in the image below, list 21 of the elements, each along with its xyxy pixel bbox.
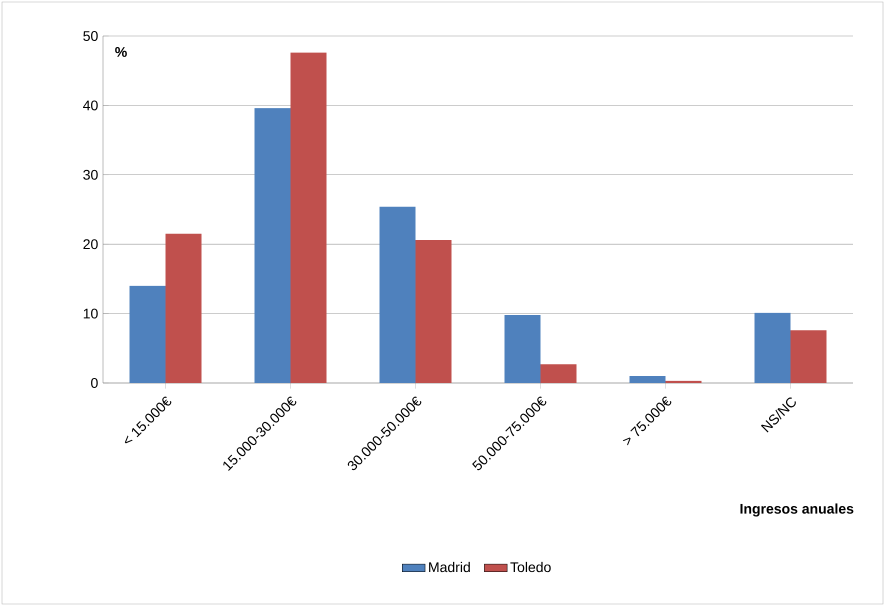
bar [254, 108, 291, 383]
legend-label: Toledo [510, 562, 551, 572]
x-axis-title: Ingresos anuales [740, 503, 854, 517]
y-tick-label: 30 [83, 170, 98, 180]
y-tick-label: 0 [91, 378, 98, 388]
y-tick-label: 20 [83, 239, 98, 250]
y-tick-label: 50 [83, 31, 98, 41]
bar [790, 330, 826, 383]
bar [290, 52, 327, 383]
bar [630, 376, 666, 383]
bar [130, 286, 166, 383]
bar [166, 234, 202, 383]
bar [540, 364, 577, 383]
y-tick-label: 40 [83, 100, 98, 110]
bar [380, 206, 416, 383]
bar [504, 314, 541, 383]
legend-label: Madrid [429, 562, 470, 572]
y-tick-label: 10 [84, 308, 98, 319]
bar [416, 240, 452, 383]
bar [754, 312, 791, 383]
y-axis-title: % [115, 47, 127, 57]
